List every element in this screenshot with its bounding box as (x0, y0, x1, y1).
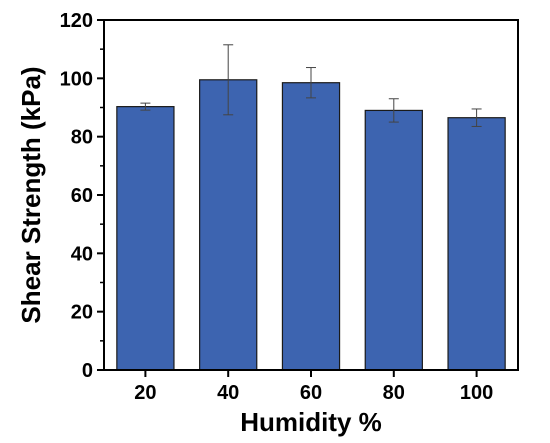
y-tick-label: 80 (71, 127, 93, 149)
y-tick-label: 60 (71, 185, 93, 207)
y-axis-title: Shear Strength (kPa) (16, 66, 46, 323)
bar-100 (447, 117, 506, 371)
x-tick-label: 80 (383, 382, 405, 404)
bar-60 (281, 82, 341, 371)
bar-80 (364, 109, 423, 371)
x-tick-label: 20 (134, 382, 156, 404)
y-tick-label: 0 (82, 360, 93, 382)
bars-group (116, 79, 506, 371)
error-bars-group (140, 44, 482, 127)
x-axis-title: Humidity % (240, 407, 382, 437)
bar-20 (116, 106, 175, 371)
x-tick-label: 100 (460, 382, 493, 404)
y-tick-label: 120 (60, 10, 93, 32)
y-axis: 0 20 40 60 80 100 120 (60, 10, 104, 382)
y-tick-label: 20 (71, 302, 93, 324)
bar-40 (199, 79, 258, 371)
x-tick-label: 40 (217, 382, 239, 404)
x-axis: 20 40 60 80 100 (134, 370, 493, 404)
x-tick-label: 60 (300, 382, 322, 404)
y-tick-label: 100 (60, 68, 93, 90)
y-tick-label: 40 (71, 243, 93, 265)
